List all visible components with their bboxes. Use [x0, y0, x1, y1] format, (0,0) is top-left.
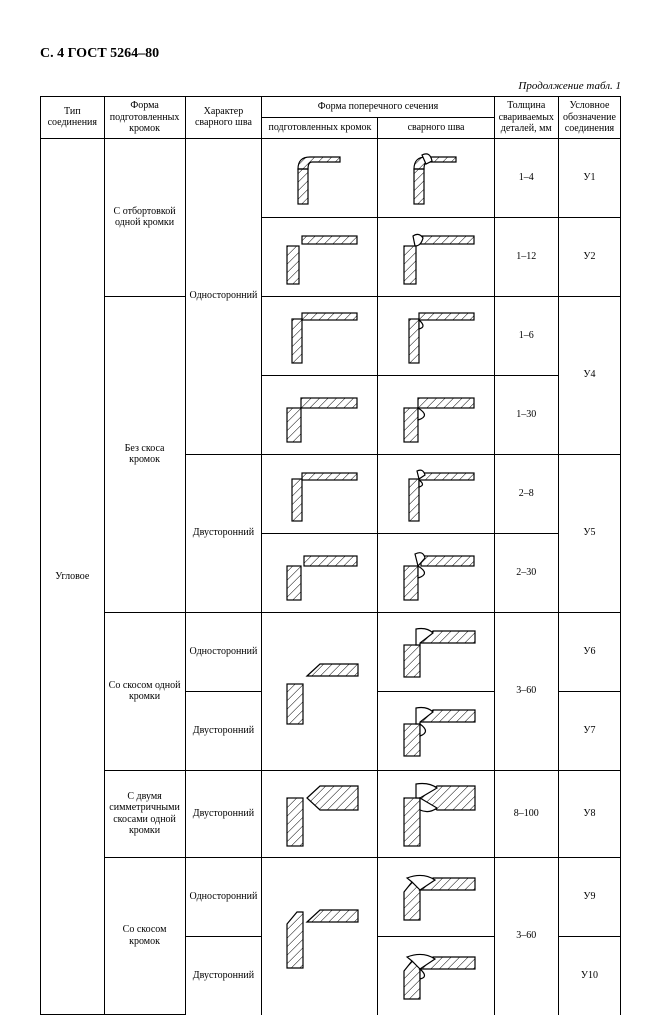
diagram-weld — [378, 296, 494, 375]
cell-edge-form: Без скоса кромок — [104, 296, 185, 612]
cell-thickness: 1–6 — [494, 296, 558, 375]
diagram-weld — [378, 375, 494, 454]
cell-code: У5 — [558, 454, 620, 612]
col-cross-section-group: Форма поперечного сечения — [262, 97, 494, 118]
diagram-prep — [262, 138, 378, 217]
cell-thickness: 1–4 — [494, 138, 558, 217]
cell-code: У8 — [558, 770, 620, 857]
col-edge-form: Форма подготовленных кромок — [104, 97, 185, 139]
cell-code: У2 — [558, 217, 620, 296]
diagram-prep — [262, 296, 378, 375]
cell-code: У1 — [558, 138, 620, 217]
diagram-weld — [378, 454, 494, 533]
cell-edge-form: Со скосом одной кромки — [104, 612, 185, 770]
diagram-prep — [262, 770, 378, 857]
cell-weld-char: Двусторонний — [185, 454, 262, 612]
diagram-prep — [262, 217, 378, 296]
col-code: Условное обозначение соединения — [558, 97, 620, 139]
cell-weld-char: Двусторонний — [185, 691, 262, 770]
cell-edge-form: С отбортовкой одной кромки — [104, 138, 185, 296]
cell-thickness: 8–100 — [494, 770, 558, 857]
diagram-weld — [378, 936, 494, 1015]
main-table: Тип соединения Форма подготовленных кром… — [40, 96, 621, 1015]
cell-code: У9 — [558, 857, 620, 936]
col-thickness: Толщина свариваемых деталей, мм — [494, 97, 558, 139]
table-row: Со скосом одной кромки Односторонний 3–6… — [41, 612, 621, 691]
diagram-prep — [262, 375, 378, 454]
diagram-weld — [378, 691, 494, 770]
cell-thickness: 2–30 — [494, 533, 558, 612]
cell-weld-char: Односторонний — [185, 612, 262, 691]
table-row: С двумя симметричными скосами одной кром… — [41, 770, 621, 857]
cell-weld-char: Двусторонний — [185, 936, 262, 1015]
diagram-weld — [378, 533, 494, 612]
diagram-prep — [262, 454, 378, 533]
cell-edge-form: С двумя симметричными скосами одной кром… — [104, 770, 185, 857]
cell-code: У6 — [558, 612, 620, 691]
cell-thickness: 1–12 — [494, 217, 558, 296]
table-body: Угловое С отбортовкой одной кромки Однос… — [41, 138, 621, 1015]
cell-code: У10 — [558, 936, 620, 1015]
diagram-weld — [378, 217, 494, 296]
diagram-weld — [378, 612, 494, 691]
diagram-weld — [378, 138, 494, 217]
cell-weld-char: Односторонний — [185, 857, 262, 936]
col-joint-type: Тип соединения — [41, 97, 105, 139]
table-row: Со скосом кромок Односторонний 3–60 У9 — [41, 857, 621, 936]
diagram-weld — [378, 857, 494, 936]
col-prep-edges: подготовленных кромок — [262, 117, 378, 138]
cell-code: У7 — [558, 691, 620, 770]
cell-thickness: 2–8 — [494, 454, 558, 533]
cell-thickness: 1–30 — [494, 375, 558, 454]
table-row: Без скоса кромок 1–6 У4 — [41, 296, 621, 375]
diagram-prep — [262, 533, 378, 612]
diagram-weld — [378, 770, 494, 857]
table-continuation: Продолжение табл. 1 — [40, 80, 621, 92]
page: С. 4 ГОСТ 5264–80 Продолжение табл. 1 Ти… — [0, 0, 661, 936]
cell-joint-type: Угловое — [41, 138, 105, 1015]
table-row: Угловое С отбортовкой одной кромки Однос… — [41, 138, 621, 217]
col-weld-char: Характер сварного шва — [185, 97, 262, 139]
cell-thickness: 3–60 — [494, 612, 558, 770]
col-weld-seam: сварного шва — [378, 117, 494, 138]
cell-code: У4 — [558, 296, 620, 454]
page-header: С. 4 ГОСТ 5264–80 — [40, 46, 621, 62]
cell-weld-char: Односторонний — [185, 138, 262, 454]
cell-weld-char: Двусторонний — [185, 770, 262, 857]
table-head: Тип соединения Форма подготовленных кром… — [41, 97, 621, 139]
diagram-prep — [262, 612, 378, 770]
